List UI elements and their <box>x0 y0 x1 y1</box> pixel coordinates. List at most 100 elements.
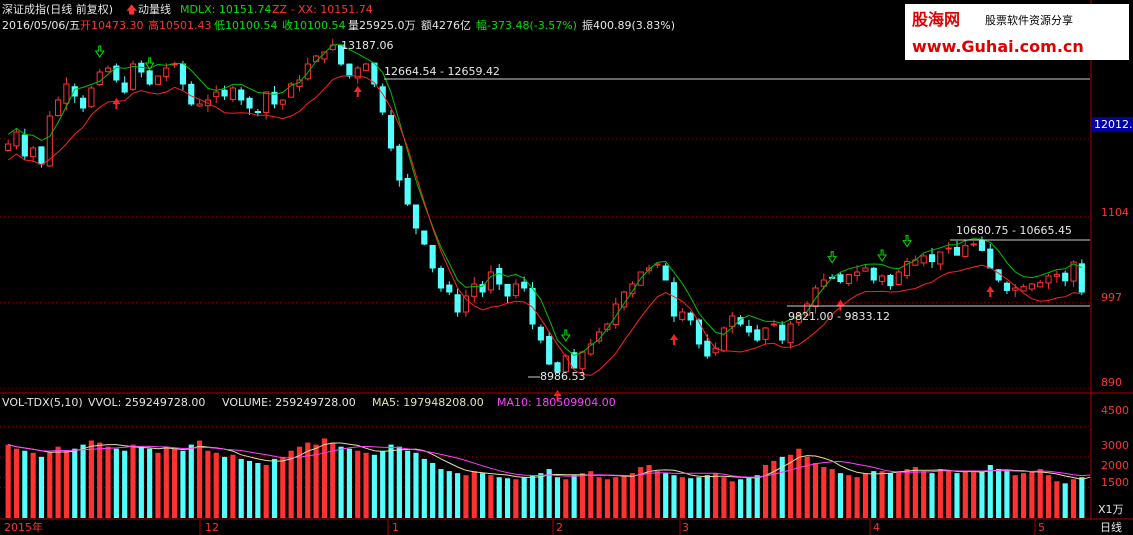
volume-bar <box>921 471 927 518</box>
volume-bar <box>771 460 777 518</box>
candle-body <box>179 63 187 85</box>
info-amplitude: 振400.89(3.83%) <box>582 18 675 32</box>
vol-tick-4500: 4500 <box>1101 404 1129 417</box>
info-volume: 量25925.0万 <box>348 19 416 32</box>
current-price-badge <box>1092 117 1133 131</box>
period-label: 日线 <box>1100 520 1122 534</box>
volume-bar <box>654 471 660 518</box>
candle-body <box>437 267 445 289</box>
candle-body <box>812 287 819 308</box>
candle-body <box>762 327 769 340</box>
volume-bar <box>746 477 752 518</box>
low-annotation: 8986.53 <box>540 370 586 383</box>
volume-bar <box>105 446 111 518</box>
volume-bar <box>488 475 494 518</box>
candle-body <box>820 279 827 287</box>
sell-arrow-icon <box>902 235 912 248</box>
volume-bar <box>596 477 602 518</box>
volume-bar <box>479 473 486 518</box>
volume-bar <box>762 465 769 518</box>
candle-body <box>146 70 153 85</box>
volume-bar <box>288 450 294 518</box>
candle-body <box>1062 272 1069 282</box>
watermark-url: www.Guhai.com.cn <box>912 37 1084 56</box>
candle-body <box>129 63 137 90</box>
volume-bar <box>529 475 536 518</box>
candles <box>5 38 1085 374</box>
time-label-4: 4 <box>873 521 880 534</box>
volume-bar <box>804 456 810 518</box>
candle-body <box>571 352 578 369</box>
volume-bar <box>396 446 402 518</box>
volume-bar <box>263 465 269 518</box>
volume-bar <box>971 472 977 518</box>
sell-arrow-icon <box>827 251 838 264</box>
signal-arrows <box>94 45 995 401</box>
volume-bar <box>180 450 186 518</box>
candle-body <box>787 323 794 344</box>
candle-body <box>446 284 453 293</box>
sell-arrow-icon <box>560 329 571 342</box>
volume-bar <box>638 467 644 518</box>
volume-bar <box>163 446 169 518</box>
volume-bar <box>571 475 577 518</box>
volume-bar <box>63 450 70 518</box>
volume-bar <box>621 475 627 518</box>
candle-body <box>479 284 486 293</box>
zz-label: ZZ - XX: 10151.74 <box>272 3 373 16</box>
time-label-12: 12 <box>205 521 219 534</box>
candle-body <box>970 243 977 246</box>
volume-bar <box>138 446 144 518</box>
candle-body <box>71 86 78 97</box>
candle-body <box>13 131 20 147</box>
volume-bar <box>904 469 910 518</box>
volume-bar <box>671 475 677 518</box>
candle-body <box>720 327 728 352</box>
candle-body <box>346 63 353 77</box>
candle-body <box>504 283 511 297</box>
candle-body <box>188 83 195 105</box>
volume-bar <box>554 477 561 518</box>
volume-bar <box>471 471 477 518</box>
candle-body <box>263 91 270 113</box>
time-label-2015: 2015年 <box>4 520 43 534</box>
volume-bar <box>538 473 544 518</box>
volume-bar <box>421 458 427 518</box>
candle-body <box>895 271 902 285</box>
vol-indicator-name: VOL-TDX(5,10) <box>2 396 83 409</box>
volume-bar <box>563 479 569 518</box>
volume-bar <box>246 460 253 518</box>
volume-bar <box>546 469 552 518</box>
volume-bar <box>729 481 735 518</box>
price-tick-1104: 1104 <box>1101 206 1129 219</box>
candle-body <box>454 294 461 313</box>
candle-body <box>629 283 636 295</box>
candle-body <box>945 247 952 250</box>
volume-bar <box>22 450 28 518</box>
candle-body <box>462 295 470 313</box>
mdlx-line <box>7 44 1083 356</box>
volume-bar <box>787 454 794 518</box>
range-mid-label: 9821.00 - 9833.12 <box>788 310 890 323</box>
candle-body <box>121 82 128 93</box>
volume-bar <box>371 454 377 518</box>
candle-body <box>729 315 736 327</box>
time-label-2: 2 <box>556 521 563 534</box>
volume-bar <box>613 477 619 518</box>
candle-body <box>620 291 628 308</box>
indicator-name: 动量线 <box>138 2 171 16</box>
candle-body <box>662 265 669 281</box>
candle-body <box>953 246 961 256</box>
candle-body <box>246 97 253 109</box>
candle-body <box>695 319 703 345</box>
candle-body <box>546 335 553 365</box>
vol-volume: VOLUME: 259249728.00 <box>222 396 356 409</box>
candle-body <box>163 67 170 78</box>
sell-arrow-icon <box>94 45 105 58</box>
candle-body <box>471 283 478 297</box>
volume-bars <box>5 438 1085 518</box>
volume-bar <box>929 473 935 518</box>
candle-body <box>79 97 87 109</box>
volume-bar <box>579 473 586 518</box>
